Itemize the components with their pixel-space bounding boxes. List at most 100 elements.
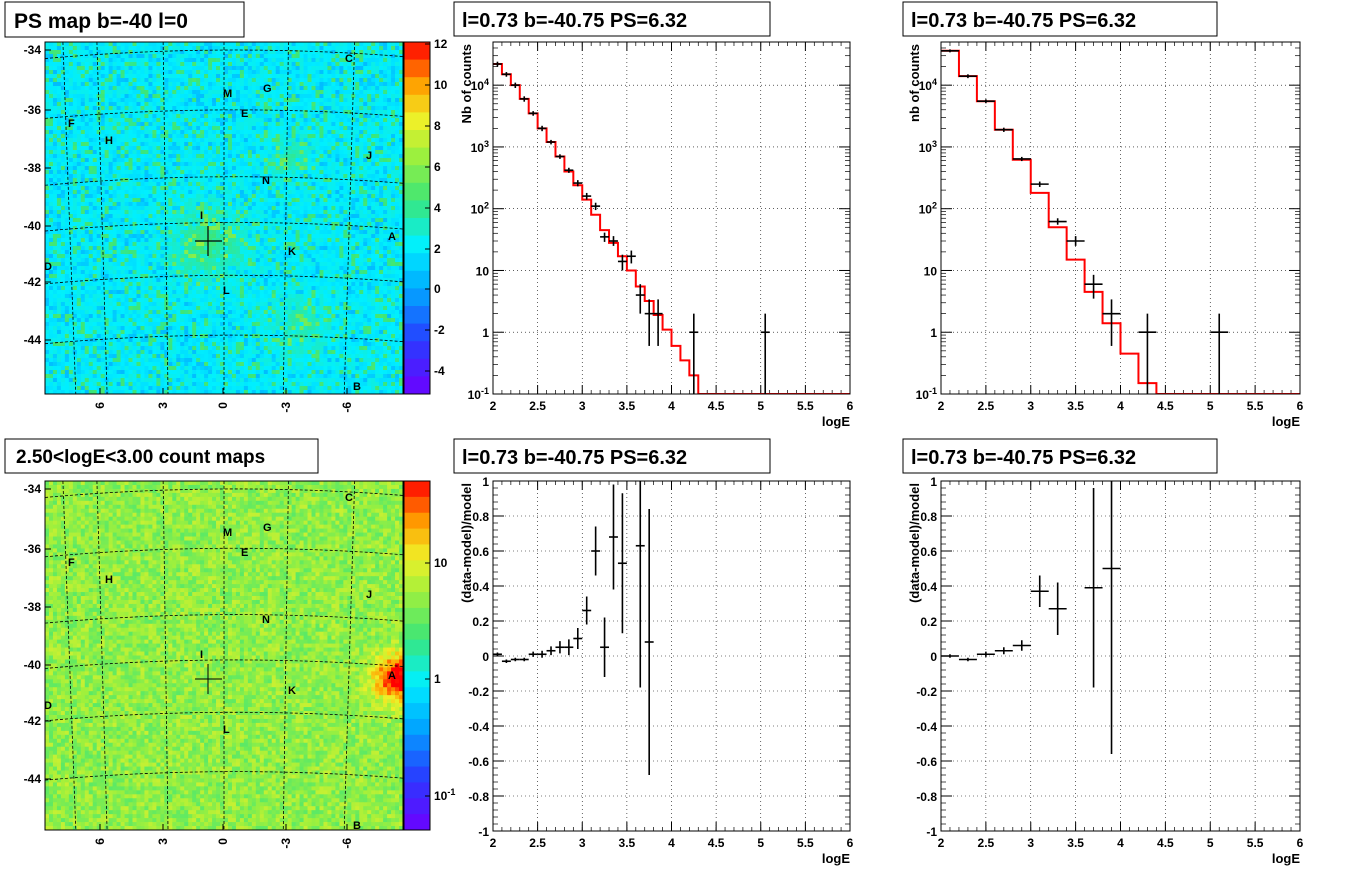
residual-plot-fine: l=0.73 b=-40.75 PS=6.32 2 2.5 3 3.5 4 4.5 5 5.5… [453, 438, 854, 866]
x-tick-label: 2.5 [978, 399, 995, 413]
data-point [1102, 481, 1121, 754]
source-label-l: L [223, 285, 230, 297]
plot-title: l=0.73 b=-40.75 PS=6.32 [911, 10, 1136, 32]
y-tick-label: 103 [919, 139, 937, 155]
colorbar-tick-label: 1 [434, 672, 441, 686]
y-tick-label: -0.4 [468, 720, 489, 734]
x-tick-label: 2.5 [529, 399, 546, 413]
data-point [493, 61, 502, 67]
data-point [510, 82, 520, 88]
data-point [958, 657, 977, 662]
plot-area [493, 481, 850, 831]
data-point [582, 192, 592, 200]
source-label-j: J [366, 589, 372, 601]
y-tick-label: 102 [919, 201, 937, 217]
y-tick-label: 10-1 [468, 386, 489, 402]
colorbar-tick-label: 12 [434, 37, 448, 51]
y-tick-label: 1 [930, 475, 937, 489]
x-tick-label: 3 [579, 836, 586, 850]
data-point [617, 493, 627, 634]
x-tick-label: 4 [1117, 399, 1124, 413]
map-y-tick-label: -42 [24, 714, 42, 728]
x-tick-label: 6 [847, 836, 854, 850]
source-label-m: M [223, 88, 232, 100]
x-tick-label: 3.5 [619, 836, 636, 850]
data-point [994, 127, 1013, 132]
y-tick-label: -0.2 [916, 685, 937, 699]
ps-map-source-labels: C M G E F H J N I A D K L B [44, 53, 396, 393]
x-tick-label: 4 [1117, 836, 1124, 850]
map-y-tick-label: -36 [24, 103, 42, 117]
map-x-tick-label: 0 [216, 402, 230, 409]
x-tick-label: 2 [490, 836, 497, 850]
data-point [528, 111, 538, 116]
data-point [609, 236, 618, 246]
y-tick-label: -1 [926, 825, 937, 839]
ps-map-frame [44, 41, 404, 395]
data-point [941, 49, 959, 53]
plot-frame [492, 41, 851, 395]
count-map-colorbar: 10 1 10-1 [403, 480, 455, 831]
map-y-tick-label: -34 [24, 482, 42, 496]
data-point [546, 139, 556, 145]
source-label-a: A [388, 231, 396, 243]
x-tick-label: 5.5 [1247, 836, 1264, 850]
map-y-tick-label: -44 [24, 333, 42, 347]
x-axis-label: logE [1272, 414, 1300, 429]
plot-frame [940, 41, 1301, 395]
data-point [501, 659, 511, 663]
x-tick-label: 3 [579, 399, 586, 413]
plot-title-box [902, 1, 1218, 37]
y-tick-label: 0.2 [920, 615, 937, 629]
x-tick-label: 6 [847, 399, 854, 413]
y-tick-label: 103 [471, 139, 489, 155]
y-tick-label: -1 [478, 825, 489, 839]
source-label-l: L [223, 724, 230, 736]
data-point [976, 651, 995, 657]
map-x-tick-label: 0 [216, 838, 230, 845]
y-tick-label: 0.4 [472, 580, 489, 594]
map-title: 2.50<logE<3.00 count maps [16, 447, 265, 468]
data-point [689, 313, 699, 394]
x-tick-label: 2 [938, 836, 945, 850]
data-point [1084, 488, 1103, 688]
x-tick-label: 2 [938, 399, 945, 413]
data-point [564, 639, 574, 656]
data-point [1210, 313, 1229, 394]
data-point [600, 617, 610, 677]
y-tick-label: 0.6 [472, 545, 489, 559]
data-point [1102, 299, 1121, 346]
residual-plot-coarse: l=0.73 b=-40.75 PS=6.32 2 2.5 3 3.5 4 4.5 5 5.5… [902, 438, 1304, 866]
data-point [573, 180, 583, 187]
x-tick-label: 2.5 [978, 836, 995, 850]
data-point [635, 481, 645, 688]
data-point [644, 299, 654, 346]
x-tick-label: 5.5 [797, 836, 814, 850]
colorbar-tick-label: 10 [434, 556, 448, 570]
map-y-tick-label: -44 [24, 772, 42, 786]
y-tick-label: -0.8 [916, 790, 937, 804]
map-title: PS map b=-40 l=0 [14, 10, 188, 33]
source-label-h: H [105, 135, 113, 147]
y-axis-label: nb of counts [907, 44, 922, 122]
x-tick-label: 5.5 [1247, 399, 1264, 413]
x-tick-label: 2.5 [529, 836, 546, 850]
y-tick-label: 10-1 [916, 386, 937, 402]
source-label-a: A [388, 670, 396, 682]
ps-map-axis-ticks: -34 -36 -38 -40 -42 -44 6 3 0 -3 -6 [24, 43, 354, 413]
data-point [573, 628, 583, 649]
x-tick-label: 5 [1207, 399, 1214, 413]
source-label-b: B [353, 381, 361, 393]
data-point [519, 657, 529, 662]
x-tick-label: 6 [1297, 836, 1304, 850]
data-point [617, 254, 627, 271]
spectrum-plot-coarse: l=0.73 b=-40.75 PS=6.32 2 2.5 3 3.5 4 4.5 5 5.5… [902, 1, 1304, 429]
plot-title: l=0.73 b=-40.75 PS=6.32 [911, 447, 1136, 469]
data-point [976, 99, 995, 104]
source-label-k: K [288, 246, 296, 258]
x-tick-label: 4.5 [708, 836, 725, 850]
y-tick-label: 102 [471, 201, 489, 217]
y-tick-label: 0.2 [472, 615, 489, 629]
data-point [591, 526, 601, 576]
source-label-b: B [353, 820, 361, 832]
